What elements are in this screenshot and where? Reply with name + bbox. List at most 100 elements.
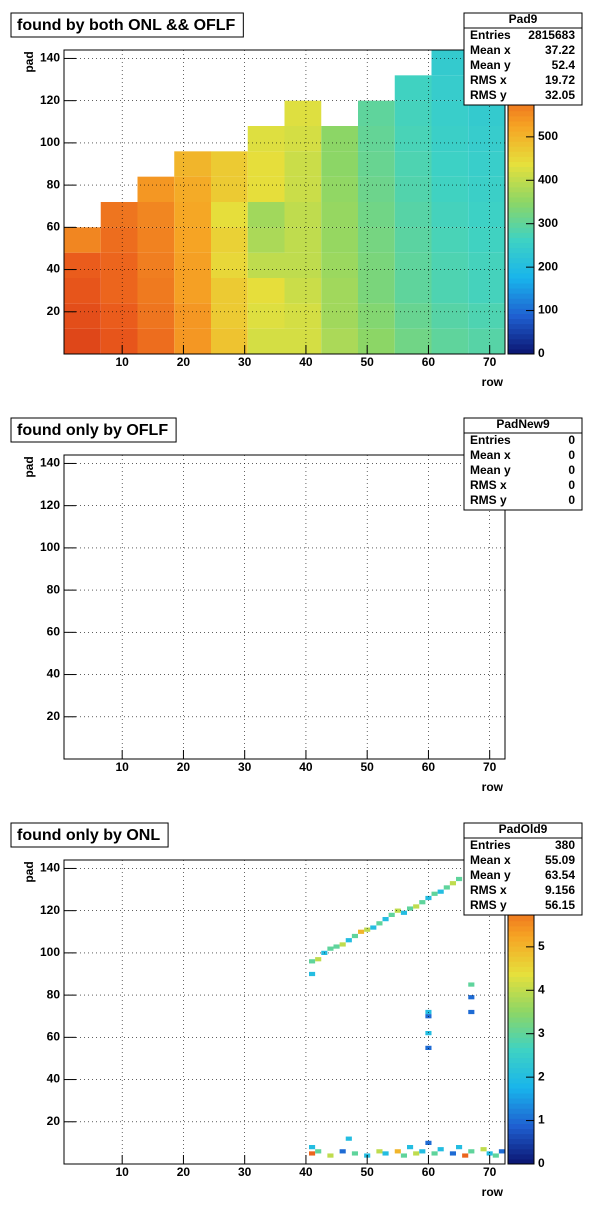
colorbar-step	[508, 1027, 534, 1033]
cell	[431, 891, 438, 896]
colorbar-step	[508, 217, 534, 223]
cell	[468, 1149, 475, 1154]
colorbar-step	[508, 171, 534, 178]
cell	[327, 1153, 334, 1158]
cell	[486, 1151, 493, 1156]
cell	[394, 303, 432, 329]
x-tick-label: 60	[422, 760, 436, 774]
colorbar-step	[508, 1108, 534, 1114]
colorbar-step	[508, 161, 534, 168]
cell	[437, 1147, 444, 1152]
x-tick-label: 40	[299, 1165, 313, 1179]
colorbar-step	[508, 1148, 534, 1155]
y-tick-label: 20	[47, 304, 61, 318]
colorbar-step	[508, 115, 534, 122]
y-tick-label: 60	[47, 220, 61, 234]
stats-value: 9.156	[545, 883, 575, 897]
stats-name: PadOld9	[499, 822, 548, 836]
colorbar-step	[508, 136, 534, 142]
colorbar-step	[508, 1158, 534, 1165]
colorbar-step	[508, 1133, 534, 1140]
colorbar-step	[508, 966, 534, 972]
colorbar-step	[508, 328, 534, 335]
cell	[247, 328, 285, 354]
colorbar-step	[508, 1047, 534, 1054]
colorbar-step	[508, 1153, 534, 1160]
cell	[247, 202, 285, 228]
cell	[137, 303, 175, 329]
cell	[321, 202, 358, 228]
cell	[431, 1151, 438, 1156]
cell	[211, 278, 248, 304]
y-tick-label: 60	[47, 625, 61, 639]
cell	[376, 1149, 383, 1154]
y-tick-label: 80	[47, 582, 61, 596]
y-tick-label: 80	[47, 177, 61, 191]
cell	[394, 75, 432, 101]
y-axis-title: pad	[22, 456, 36, 477]
y-tick-label: 120	[40, 903, 60, 917]
colorbar-step	[508, 971, 534, 978]
cell	[284, 176, 322, 202]
cell	[247, 227, 285, 253]
cell	[456, 876, 463, 882]
colorbar-step	[508, 181, 534, 188]
cell	[211, 227, 248, 253]
cell	[321, 278, 358, 304]
cell	[247, 151, 285, 177]
stats-value: 19.72	[545, 73, 575, 87]
cell	[431, 252, 469, 278]
stats-label: Mean x	[470, 448, 511, 462]
cell	[437, 889, 444, 894]
colorbar-step	[508, 951, 534, 957]
cell	[351, 933, 358, 939]
cell	[315, 957, 322, 962]
y-tick-label: 100	[40, 945, 60, 959]
cell	[370, 925, 377, 930]
stats-value: 0	[568, 433, 575, 447]
colorbar-step	[508, 348, 534, 355]
x-tick-label: 40	[299, 355, 313, 369]
x-tick-label: 50	[361, 1165, 375, 1179]
cell	[100, 252, 138, 278]
cell	[394, 202, 432, 228]
cell	[211, 328, 248, 354]
cell	[100, 227, 138, 253]
stats-value: 0	[568, 448, 575, 462]
cell	[309, 1145, 316, 1150]
colorbar-step	[508, 946, 534, 952]
cell	[64, 227, 101, 253]
y-tick-label: 20	[47, 1114, 61, 1128]
y-tick-label: 20	[47, 709, 61, 723]
cell	[394, 126, 432, 152]
cell	[351, 1151, 358, 1156]
colorbar-step	[508, 323, 534, 330]
stats-value: 55.09	[545, 853, 575, 867]
cell	[468, 126, 505, 152]
stats-label: RMS x	[470, 478, 507, 492]
y-tick-label: 60	[47, 1030, 61, 1044]
colorbar-step	[508, 313, 534, 320]
panel: 10 20 30 40 50 60 70 20 40 60 80 100 120 140 row pad 0 10…	[10, 12, 583, 389]
x-tick-label: 60	[422, 355, 436, 369]
cell	[449, 1151, 456, 1156]
cell	[468, 1009, 475, 1015]
cell	[480, 1147, 487, 1152]
x-tick-label: 30	[238, 760, 252, 774]
cell	[321, 303, 358, 329]
title-box	[10, 417, 177, 443]
x-tick-label: 20	[177, 1165, 191, 1179]
colorbar-step	[508, 936, 534, 942]
cell	[137, 328, 175, 354]
cell	[247, 252, 285, 278]
cell	[284, 202, 322, 228]
x-tick-label: 70	[483, 760, 497, 774]
cell	[284, 252, 322, 278]
colorbar-step	[508, 298, 534, 304]
cell	[443, 885, 450, 890]
cell	[174, 227, 211, 253]
cell	[413, 904, 420, 909]
cell	[358, 151, 395, 177]
cell	[100, 328, 138, 354]
colorbar-step	[508, 1022, 534, 1028]
